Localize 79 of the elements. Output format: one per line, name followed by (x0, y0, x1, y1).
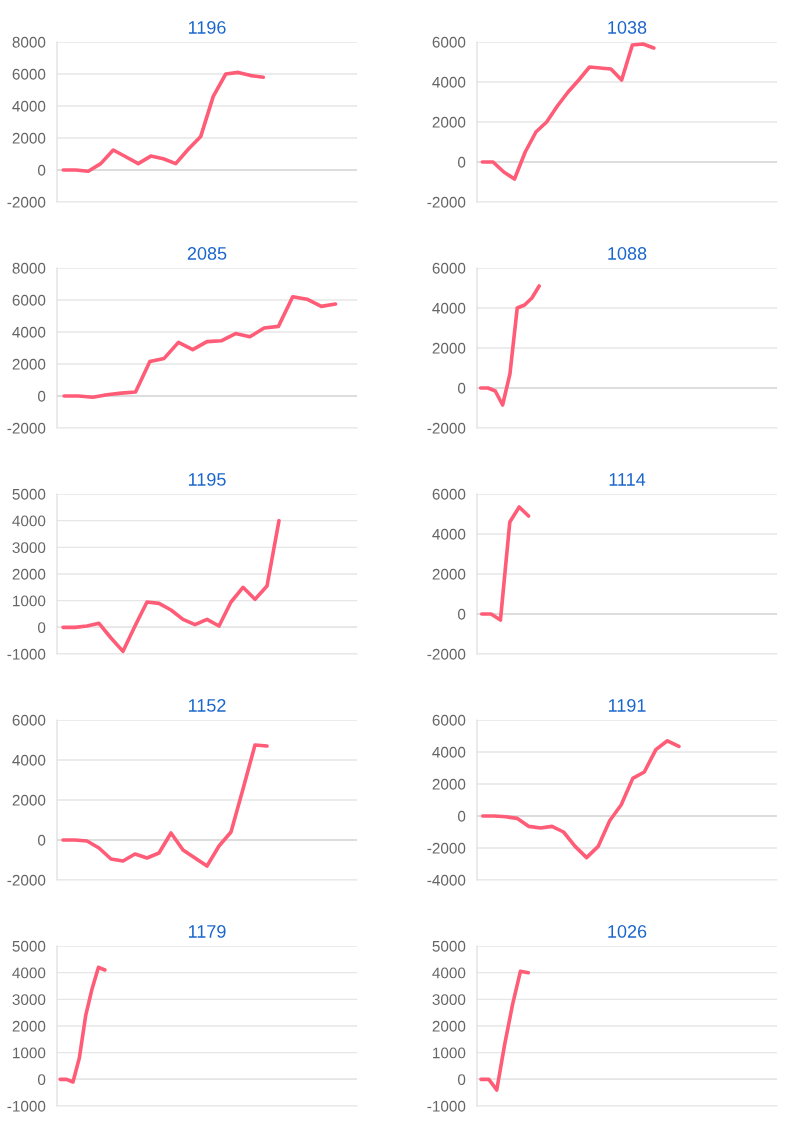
line-series (61, 743, 269, 868)
y-tick-label: 6000 (432, 36, 466, 48)
y-tick-label: -2000 (427, 842, 466, 854)
line-series (479, 969, 531, 1092)
y-tick-label: 8000 (12, 262, 46, 274)
y-tick-label: 4000 (432, 302, 466, 314)
y-tick-label: 6000 (432, 262, 466, 274)
y-tick-label: 4000 (432, 76, 466, 88)
chart-title: 1179 (188, 925, 226, 938)
y-tick-label: 4000 (12, 100, 46, 112)
y-tick-label: -4000 (427, 874, 466, 886)
y-tick-label: -1000 (7, 1100, 46, 1112)
line-series (58, 965, 107, 1084)
y-tick-label: 4000 (12, 326, 46, 338)
y-tick-label: -2000 (7, 874, 46, 886)
y-tick-label: 5000 (12, 488, 46, 500)
chart-title: 1026 (608, 925, 647, 938)
y-tick-label: 2000 (432, 778, 466, 790)
y-tick-label: 0 (457, 1074, 466, 1086)
chart-title: 1114 (609, 473, 646, 486)
y-tick-label: 3000 (12, 994, 46, 1006)
y-tick-label: -2000 (427, 422, 466, 434)
y-tick-label: 2000 (12, 358, 46, 370)
chart-title: 1038 (608, 21, 647, 34)
y-tick-label: 5000 (12, 940, 46, 952)
line-series (478, 284, 542, 407)
y-tick-label: -1000 (7, 648, 46, 660)
y-tick-label: 2000 (432, 116, 466, 128)
chart-title: 2085 (187, 247, 227, 260)
y-tick-label: 6000 (12, 714, 46, 726)
y-tick-label: -2000 (7, 422, 46, 434)
y-tick-label: 3000 (12, 542, 46, 554)
y-tick-label: 2000 (12, 132, 46, 144)
line-series (61, 518, 281, 654)
y-tick-label: -1000 (427, 1100, 466, 1112)
y-tick-label: 0 (457, 608, 466, 620)
y-tick-label: 2000 (432, 568, 466, 580)
y-tick-label: 2000 (12, 1020, 46, 1032)
line-series (62, 294, 338, 400)
y-tick-label: 4000 (12, 754, 46, 766)
y-tick-label: 6000 (12, 294, 46, 306)
y-tick-label: 2000 (12, 794, 46, 806)
chart-title: 1195 (188, 473, 226, 486)
y-tick-label: 1000 (13, 1047, 46, 1059)
y-tick-label: 0 (37, 164, 46, 176)
chart-title: 1152 (188, 699, 226, 712)
y-tick-label: 0 (37, 390, 46, 402)
y-tick-label: 1000 (433, 1047, 466, 1059)
y-tick-label: 4000 (432, 967, 466, 979)
y-tick-label: -2000 (427, 648, 466, 660)
y-tick-label: 4000 (12, 515, 46, 527)
y-tick-label: 2000 (432, 342, 466, 354)
y-tick-label: 0 (457, 810, 466, 822)
line-series (479, 505, 531, 622)
line-series (480, 42, 656, 181)
y-tick-label: 6000 (12, 68, 46, 80)
y-tick-label: 0 (37, 834, 46, 846)
y-tick-label: 4000 (432, 528, 466, 540)
y-tick-label: 0 (37, 1074, 46, 1086)
y-tick-label: 2000 (432, 1020, 466, 1032)
y-tick-label: 0 (457, 382, 466, 394)
y-tick-label: 4000 (432, 746, 466, 758)
y-tick-label: 3000 (432, 994, 466, 1006)
y-tick-label: 5000 (432, 940, 466, 952)
chart-title: 1191 (608, 699, 646, 712)
y-tick-label: -2000 (427, 196, 466, 208)
chart-title: 1088 (608, 247, 647, 260)
y-tick-label: 4000 (12, 967, 46, 979)
y-tick-label: 8000 (12, 36, 46, 48)
y-tick-label: 2000 (12, 568, 46, 580)
y-tick-label: 0 (457, 156, 466, 168)
y-tick-label: 6000 (432, 714, 466, 726)
line-series (61, 70, 266, 174)
y-tick-label: -2000 (7, 196, 46, 208)
y-tick-label: 6000 (432, 488, 466, 500)
y-tick-label: 0 (37, 622, 46, 634)
line-series (480, 738, 681, 860)
y-tick-label: 1000 (13, 595, 46, 607)
chart-title: 1196 (188, 21, 226, 34)
